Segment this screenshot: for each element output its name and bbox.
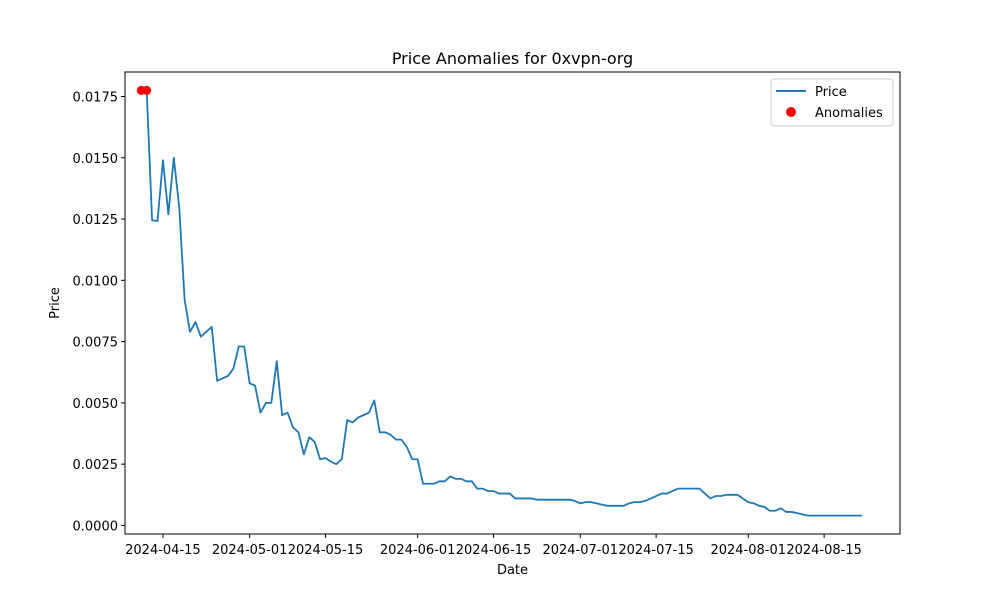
legend-anomalies-swatch — [786, 107, 796, 117]
y-tick-label: 0.0075 — [73, 336, 119, 351]
y-tick-label: 0.0175 — [73, 91, 119, 106]
x-tick-label: 2024-05-01 — [212, 543, 288, 558]
legend-price-label: Price — [815, 85, 847, 100]
anomaly-point — [142, 85, 152, 95]
y-tick-label: 0.0025 — [73, 458, 119, 473]
series-layer — [136, 85, 863, 517]
x-axis: 2024-04-15 2024-05-01 2024-05-15 2024-06-01… — [125, 534, 862, 558]
y-tick-label: 0.0000 — [73, 519, 119, 534]
x-tick-label: 2024-08-15 — [786, 543, 862, 558]
y-axis: 0.0000 0.0025 0.0050 0.0075 0.0100 0.0125 0.01… — [73, 91, 125, 534]
x-tick-label: 2024-07-15 — [618, 543, 694, 558]
chart-title: Price Anomalies for 0xvpn-org — [392, 49, 633, 68]
x-axis-label: Date — [497, 563, 528, 578]
y-tick-label: 0.0125 — [73, 213, 119, 228]
x-tick-label: 2024-07-01 — [542, 543, 618, 558]
x-tick-label: 2024-06-01 — [380, 543, 456, 558]
y-axis-label: Price — [48, 287, 63, 319]
y-tick-label: 0.0100 — [73, 274, 119, 289]
legend-anomalies-label: Anomalies — [815, 106, 883, 121]
x-tick-label: 2024-06-15 — [456, 543, 532, 558]
y-tick-label: 0.0050 — [73, 397, 119, 412]
x-tick-label: 2024-04-15 — [125, 543, 201, 558]
legend: Price Anomalies — [770, 78, 894, 127]
x-tick-label: 2024-08-01 — [710, 543, 786, 558]
plot-frame — [124, 71, 901, 535]
x-tick-label: 2024-05-15 — [288, 543, 364, 558]
y-tick-label: 0.0150 — [73, 152, 119, 167]
plot-area — [125, 72, 900, 534]
price-line — [141, 89, 863, 517]
